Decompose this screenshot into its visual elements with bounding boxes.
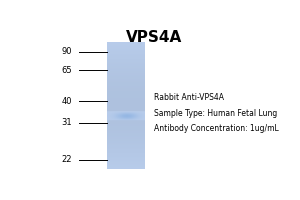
Text: 90: 90 — [62, 47, 72, 56]
Text: VPS4A: VPS4A — [126, 30, 182, 45]
Text: 65: 65 — [62, 66, 72, 75]
Text: 40: 40 — [62, 97, 72, 106]
Text: Sample Type: Human Fetal Lung: Sample Type: Human Fetal Lung — [154, 109, 277, 118]
Text: Antibody Concentration: 1ug/mL: Antibody Concentration: 1ug/mL — [154, 124, 278, 133]
Text: 31: 31 — [62, 118, 72, 127]
Text: 22: 22 — [62, 155, 72, 164]
Text: Rabbit Anti-VPS4A: Rabbit Anti-VPS4A — [154, 93, 224, 102]
